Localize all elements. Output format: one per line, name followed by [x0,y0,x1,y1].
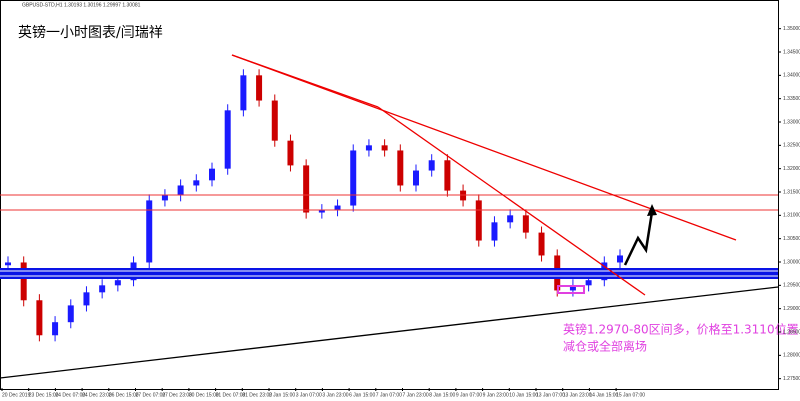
x-tick-label: 7 Jan 07:00 [376,392,402,398]
x-tick-label: 13 Jan 23:00 [563,392,592,398]
y-tick-label: 1.34500 [783,49,800,55]
x-tick-label: 26 Dec 15:00 [109,392,139,398]
candle-body [146,200,153,263]
y-tick-label: 1.32000 [783,166,800,172]
candle-body [538,232,545,256]
x-tick-label: 24 Dec 23:00 [82,392,112,398]
x-tick-label: 30 Dec 15:00 [189,392,219,398]
x-tick-label: 31 Dec 07:00 [216,392,246,398]
x-tick-label: 13 Jan 07:00 [536,392,565,398]
arrow-head [647,204,657,216]
x-tick-label: 31 Dec 23:00 [242,392,272,398]
y-tick-label: 1.35000 [783,26,800,32]
candle-body [522,215,529,233]
candle-body [161,195,168,201]
x-tick-label: 9 Jan 23:00 [483,392,509,398]
x-tick-label: 7 Jan 23:00 [403,392,429,398]
y-tick-label: 1.30500 [783,236,800,242]
y-tick-label: 1.28500 [783,329,800,335]
annotation: 英镑1.2970-80区间多，价格至1.3110位置 [563,322,799,337]
buy-zone-marker [557,285,585,294]
candle-body [303,165,310,213]
trend-line [377,106,646,296]
candle-body [52,322,59,336]
x-tick-label: 15 Jan 07:00 [616,392,645,398]
candle-body [83,292,90,306]
x-tick-label: 24 Dec 07:00 [55,392,85,398]
candle-body [287,140,294,166]
symbol-header: GBPUSD-STD,H1 1.30193 1.30196 1.29997 1.… [22,2,141,8]
candle-body [240,75,247,111]
y-tick-label: 1.29500 [783,283,800,289]
x-tick-label: 9 Jan 07:00 [456,392,482,398]
x-tick-label: 27 Dec 07:00 [136,392,166,398]
candle-body [491,222,498,241]
candle-body [428,160,435,171]
candle-body [224,110,231,169]
candle-body [397,150,404,186]
trend-line [0,286,779,379]
candle-body [585,280,592,286]
candle-body [5,262,11,266]
candle-body [20,262,27,301]
y-tick-label: 1.28000 [783,353,800,359]
annotation: 减仓或全部离场 [563,339,647,354]
chart-title: 英镑一小时图表/闫瑞祥 [18,24,163,41]
y-tick-label: 1.33000 [783,119,800,125]
x-tick-label: 20 Dec 2019 [2,392,31,398]
candle-body [334,205,341,211]
trend-line [231,54,379,108]
candle-body [99,285,106,293]
candle-body [507,215,514,223]
candle-body [350,150,357,206]
candle-body [67,305,74,323]
candle-body [209,168,215,181]
y-tick-label: 1.30000 [783,259,800,265]
candle-body [413,170,419,186]
y-tick-label: 1.31000 [783,213,800,219]
x-tick-label: 6 Jan 15:00 [349,392,375,398]
candle-body [177,185,184,196]
y-tick-label: 1.29000 [783,306,800,312]
candle-body [271,100,278,141]
candle-body [381,145,388,151]
candle-body [36,300,43,336]
x-tick-label: 3 Jan 07:00 [296,392,322,398]
candle-body [365,145,372,151]
x-tick-label: 27 Dec 23:00 [162,392,192,398]
forecast-arrow [623,211,654,266]
candle-body [444,160,451,191]
candle-body [193,180,200,186]
y-tick-label: 1.34000 [783,73,800,79]
candle-body [475,200,482,241]
candle-body [114,280,121,286]
y-tick-label: 1.32500 [783,143,800,149]
y-tick-label: 1.27500 [783,376,800,382]
x-tick-label: 3 Jan 23:00 [322,392,348,398]
y-tick-label: 1.31500 [783,189,800,195]
y-tick-label: 1.33500 [783,96,800,102]
candle-body [569,285,576,291]
x-tick-label: 23 Dec 15:00 [29,392,59,398]
x-tick-label: 2 Jan 15:00 [269,392,295,398]
x-tick-label: 14 Jan 15:00 [589,392,618,398]
candle-body [256,75,263,101]
x-tick-label: 10 Jan 15:00 [509,392,538,398]
candle-body [617,255,623,263]
candle-body [318,210,325,213]
support-zone [0,268,778,279]
x-tick-label: 8 Jan 15:00 [429,392,455,398]
